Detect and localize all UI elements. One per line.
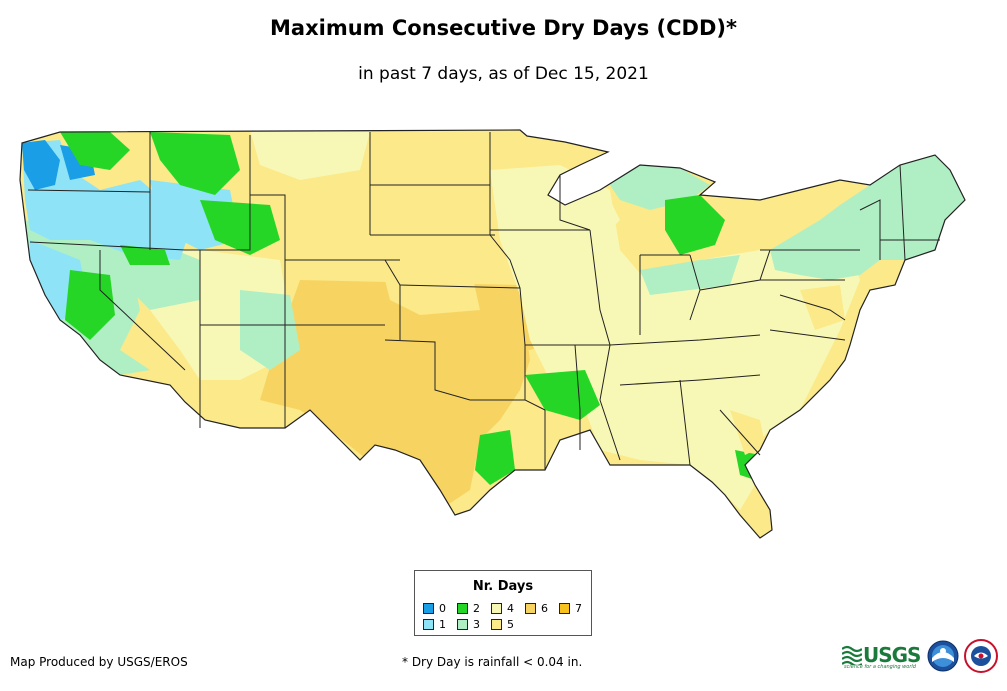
legend-item-5: 5	[491, 618, 514, 631]
us-cdd-map	[19, 129, 966, 539]
usgs-wordmark: USGS	[863, 643, 921, 667]
legend-label: 7	[575, 602, 582, 615]
legend-label: 3	[473, 618, 480, 631]
map-title: Maximum Consecutive Dry Days (CDD)*	[270, 16, 737, 40]
legend-label: 0	[439, 602, 446, 615]
legend-swatch	[457, 603, 468, 614]
legend-label: 5	[507, 618, 514, 631]
legend-item-0: 0	[423, 602, 446, 615]
legend-item-3: 3	[457, 618, 480, 631]
legend-label: 4	[507, 602, 514, 615]
legend-label: 6	[541, 602, 548, 615]
map-legend: Nr. Days 0 1 2 3 4 5 6 7	[414, 570, 592, 636]
legend-item-6: 6	[525, 602, 548, 615]
legend-swatch	[423, 619, 434, 630]
legend-title: Nr. Days	[472, 579, 534, 594]
map-subtitle: in past 7 days, as of Dec 15, 2021	[358, 64, 649, 84]
map-credit: Map Produced by USGS/EROS	[10, 655, 188, 669]
usgs-logo: USGS	[842, 643, 921, 667]
legend-swatch	[559, 603, 570, 614]
legend-item-2: 2	[457, 602, 480, 615]
legend-item-1: 1	[423, 618, 446, 631]
nws-logo-icon	[964, 639, 998, 673]
legend-swatch	[491, 619, 502, 630]
legend-label: 2	[473, 602, 480, 615]
legend-label: 1	[439, 618, 446, 631]
legend-swatch	[457, 619, 468, 630]
legend-item-4: 4	[491, 602, 514, 615]
legend-swatch	[525, 603, 536, 614]
usgs-tagline: science for a changing world	[844, 664, 916, 670]
legend-item-7: 7	[559, 602, 582, 615]
state-boundaries	[19, 129, 966, 539]
usgs-waves-icon	[842, 645, 862, 665]
noaa-logo-icon	[927, 640, 959, 672]
agency-logos: USGS science for a changing world	[842, 638, 1000, 678]
dry-day-footnote: * Dry Day is rainfall < 0.04 in.	[402, 655, 583, 669]
legend-swatch	[491, 603, 502, 614]
legend-swatch	[423, 603, 434, 614]
